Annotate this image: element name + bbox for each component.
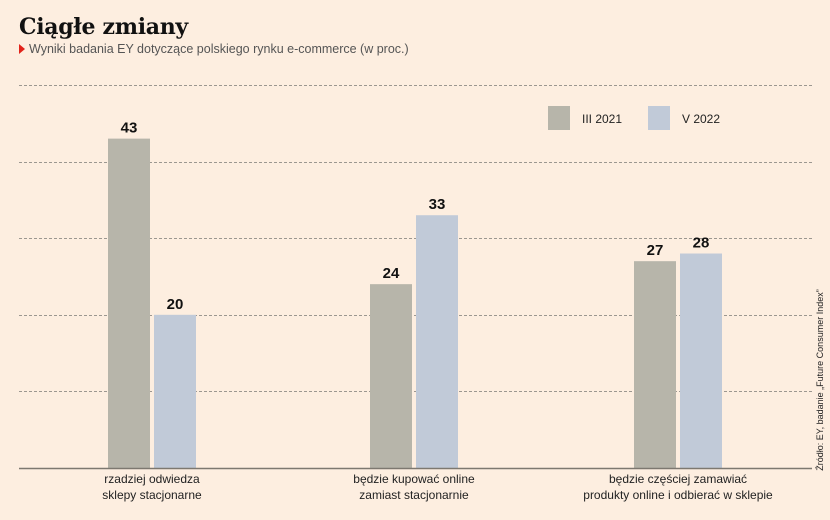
category-label: zamiast stacjonarnie [359, 488, 469, 502]
bar [108, 138, 150, 468]
bar [680, 253, 722, 468]
legend-swatch [648, 106, 670, 130]
data-label: 33 [429, 196, 446, 213]
bar [370, 284, 412, 468]
bar [634, 261, 676, 468]
category-label: sklepy stacjonarne [102, 488, 202, 502]
data-label: 20 [167, 296, 184, 313]
chart-subtitle-text: Wyniki badania EY dotyczące polskiego ry… [29, 42, 409, 56]
legend-swatch [548, 106, 570, 130]
data-label: 27 [647, 242, 664, 259]
category-label: rzadziej odwiedza [104, 472, 200, 486]
chart-subtitle: Wyniki badania EY dotyczące polskiego ry… [19, 42, 409, 56]
legend-label: III 2021 [582, 112, 622, 126]
bar [416, 215, 458, 468]
source-note: Źródło: EY, badanie „Future Consumer Ind… [815, 289, 825, 471]
category-label: będzie częściej zamawiać [609, 472, 747, 486]
bar [154, 314, 196, 468]
data-label: 43 [121, 120, 138, 137]
legend-label: V 2022 [682, 112, 720, 126]
data-label: 24 [383, 265, 400, 282]
chart-title: Ciągłe zmiany [19, 14, 188, 40]
category-label: będzie kupować online [353, 472, 475, 486]
data-label: 28 [693, 235, 710, 252]
triangle-marker-icon [19, 44, 25, 54]
category-label: produkty online i odbierać w sklepie [583, 488, 773, 502]
